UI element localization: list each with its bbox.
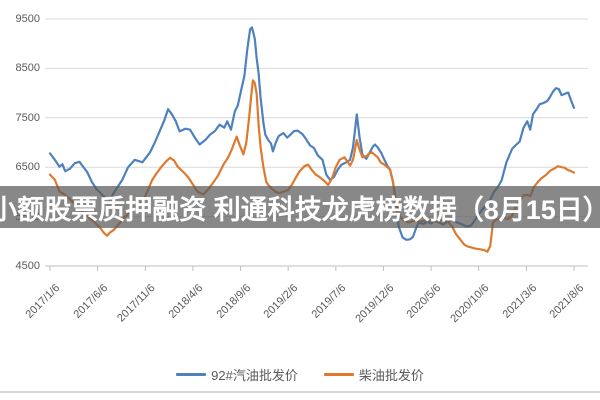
banner-title: 小额股票质押融资 利通科技龙虎榜数据（8月15日） — [0, 194, 600, 225]
legend-swatch-icon — [176, 372, 207, 376]
series-line-1 — [48, 79, 576, 253]
bottom-divider — [0, 391, 600, 393]
legend-label: 柴油批发价 — [358, 367, 424, 383]
y-axis-label: 9500 — [15, 13, 40, 25]
overlay-banner: 小额股票质押融资 利通科技龙虎榜数据（8月15日） — [0, 186, 600, 228]
chart-legend: 92#汽油批发价 柴油批发价 — [0, 364, 600, 384]
y-axis-label: 7500 — [15, 111, 40, 124]
y-axis-label: 4500 — [15, 260, 40, 272]
y-axis-label: 8500 — [15, 62, 40, 75]
y-axis-label: 6500 — [15, 161, 40, 174]
legend-swatch-icon — [323, 372, 354, 376]
legend-item-1: 柴油批发价 — [323, 365, 424, 384]
legend-label: 92#汽油批发价 — [211, 367, 298, 383]
legend-item-0: 92#汽油批发价 — [176, 365, 298, 384]
